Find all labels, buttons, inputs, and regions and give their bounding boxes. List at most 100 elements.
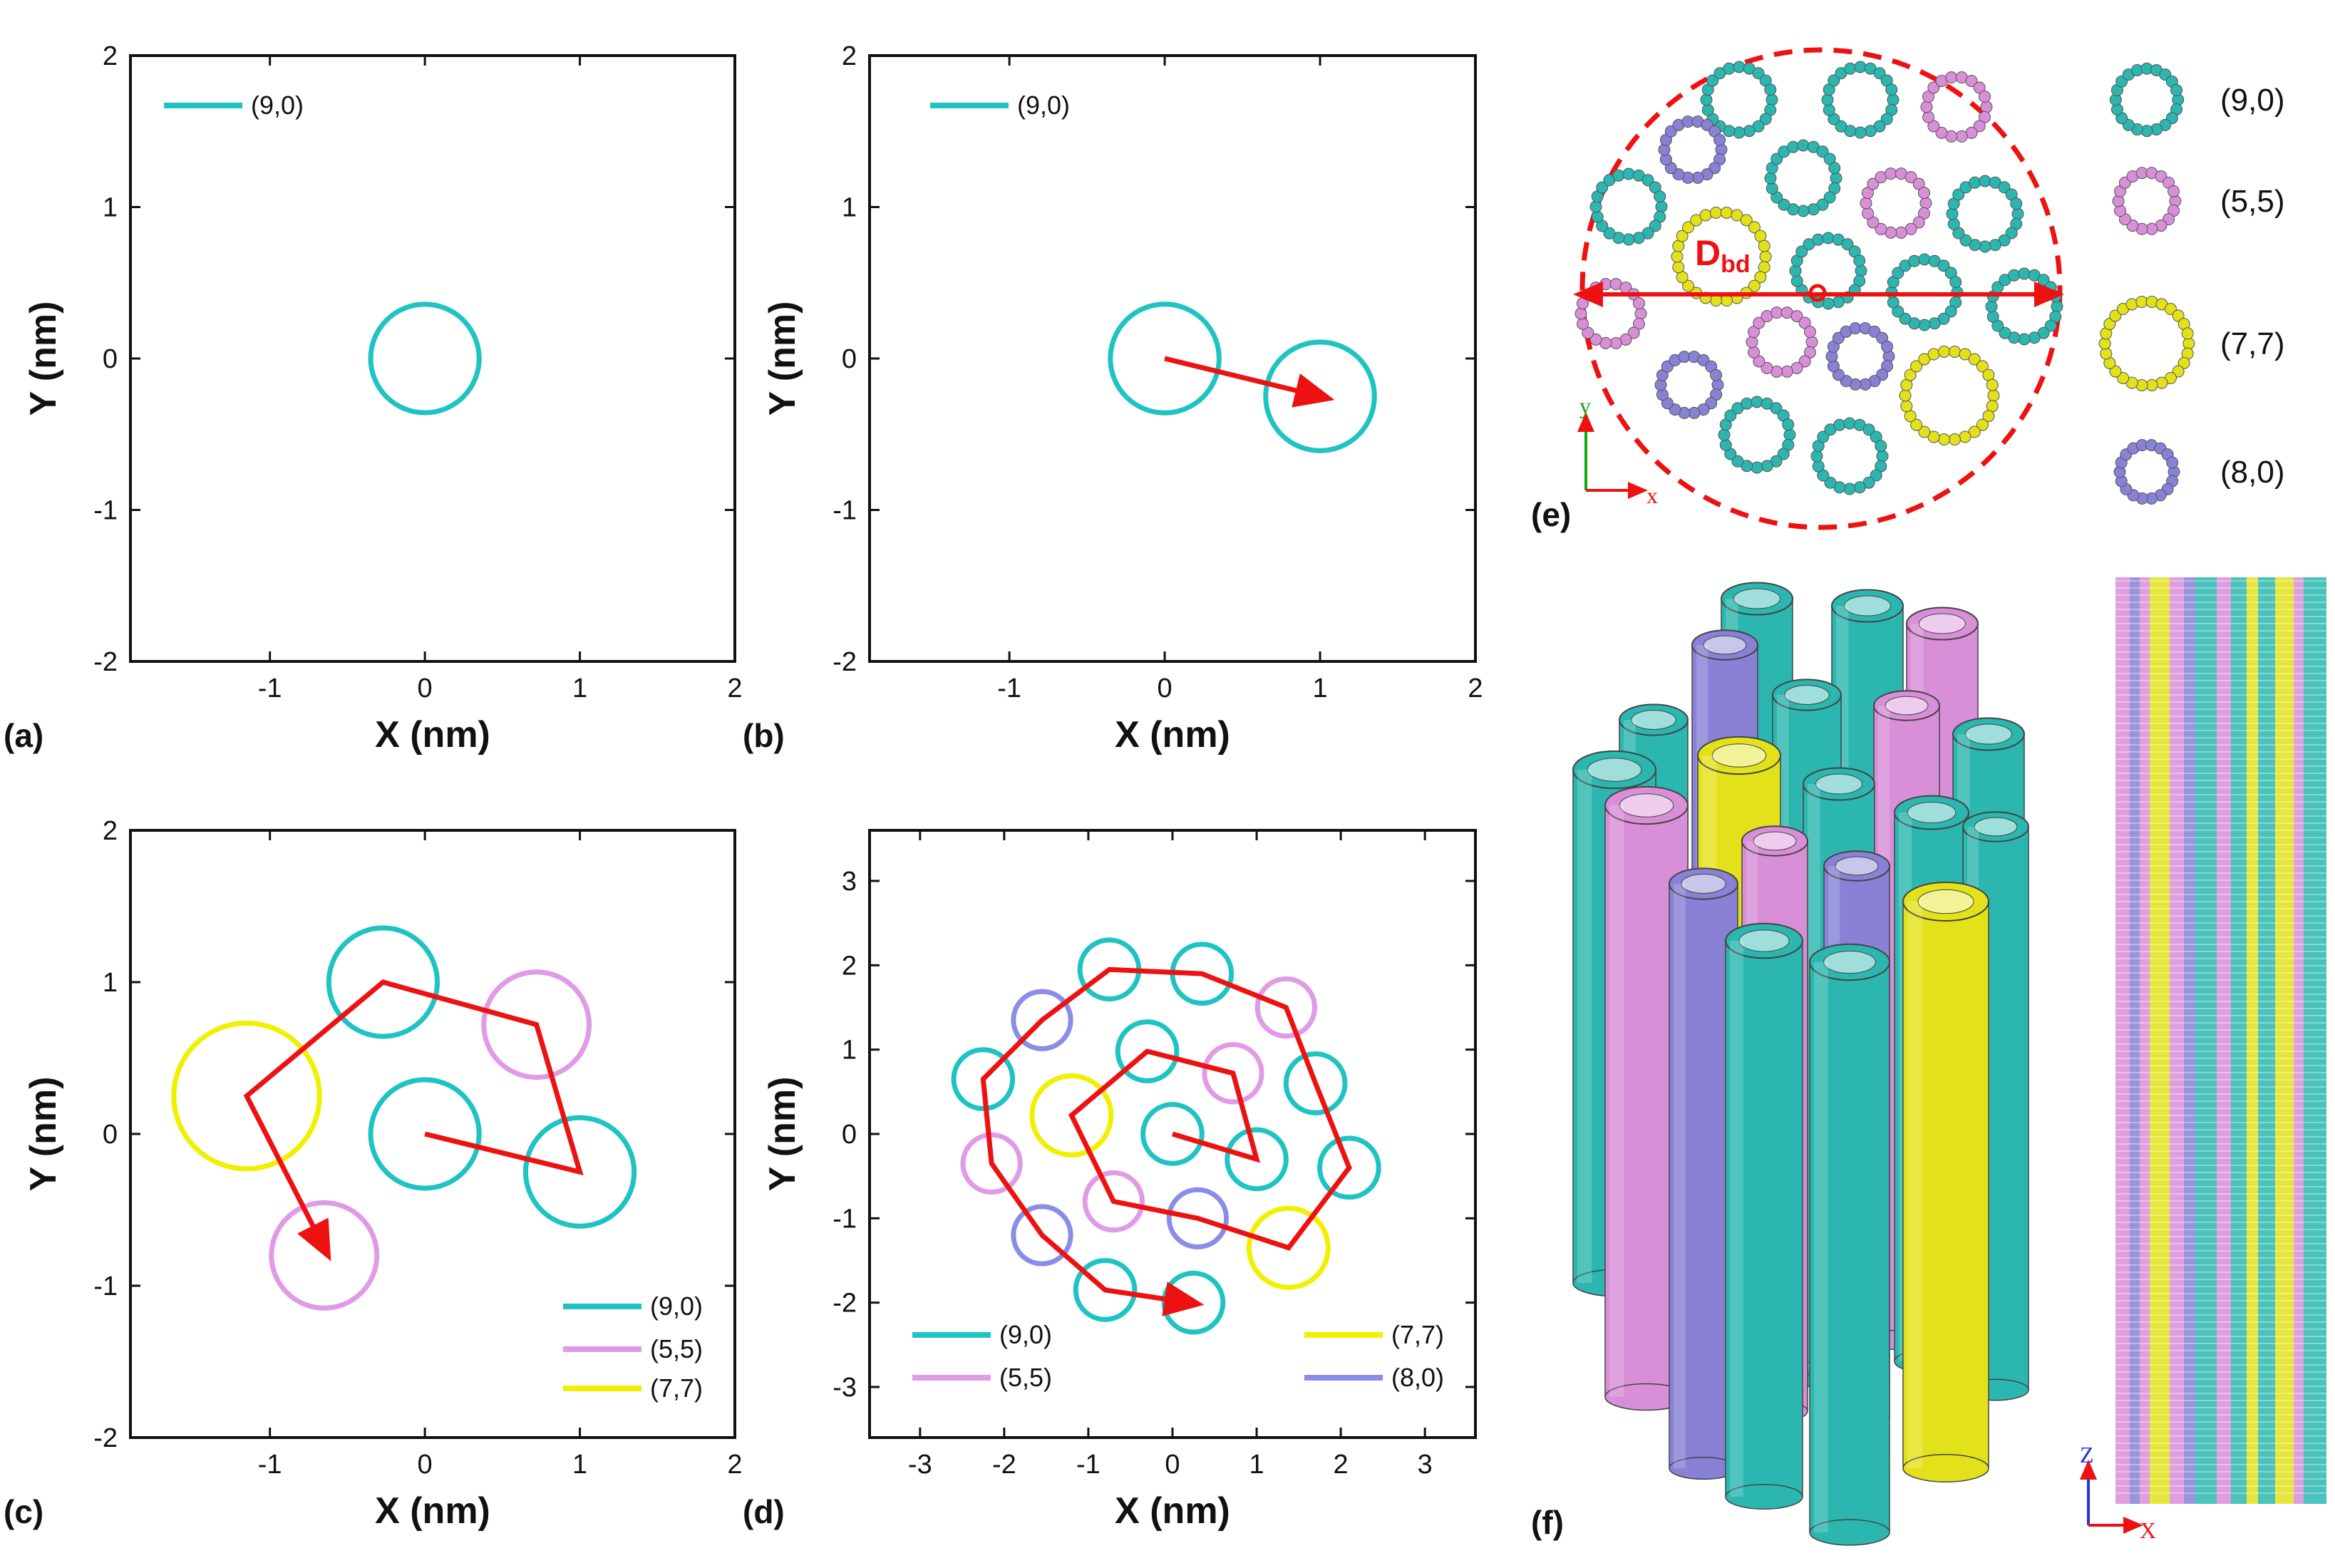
- atom: [2177, 356, 2190, 369]
- cd0-x-axis-label: X (nm): [375, 714, 490, 755]
- cd2-x-axis-label: X (nm): [375, 1490, 490, 1532]
- cd2-legend-label: (5,5): [650, 1334, 703, 1363]
- e-tube-ring: [1985, 267, 2063, 346]
- atom: [1589, 200, 1602, 213]
- atom: [2109, 309, 2122, 322]
- cd3-tube-circle: [1011, 1204, 1073, 1267]
- atom: [1797, 205, 1810, 217]
- cd3-tube-circle: [960, 1132, 1023, 1195]
- atom: [1634, 307, 1647, 320]
- atom: [1843, 417, 1856, 430]
- cd3-x-axis-label: X (nm): [1115, 1490, 1230, 1532]
- atom: [1959, 234, 1972, 247]
- panel-e-cross-section: Dbd y x (e) (9,0) (5,5) (7,7) (8,0): [1531, 47, 2284, 533]
- atom: [1927, 430, 1940, 443]
- atom: [1761, 361, 1773, 374]
- atom: [1862, 187, 1875, 200]
- cd3-tube-circle: [1011, 989, 1073, 1051]
- atom: [1867, 216, 1880, 229]
- f-tube: [1902, 882, 1989, 1482]
- atom: [1589, 333, 1602, 346]
- atom: [1805, 336, 1818, 349]
- cd2-y-tick-label: -1: [93, 1272, 118, 1301]
- f-tube-highlight: [1730, 941, 1743, 1497]
- atom: [1959, 430, 1971, 443]
- f-tube-opening: [1907, 801, 1957, 824]
- atom: [1912, 177, 1925, 190]
- panel-f-bundle-3d: Z X (f): [1531, 577, 2326, 1546]
- f-tube-opening: [1974, 817, 2018, 837]
- cd2-tube-circle: [269, 1200, 380, 1311]
- atom: [1782, 418, 1795, 431]
- atom: [1873, 67, 1886, 80]
- atom: [1591, 210, 1604, 223]
- f-side-stripe: [2115, 577, 2130, 1504]
- f-tube-highlight: [1577, 770, 1592, 1283]
- atom: [1885, 167, 1897, 180]
- atom: [1948, 345, 1961, 358]
- e-tube-ring: [1654, 351, 1724, 419]
- cd1-panel-label: (b): [743, 717, 785, 754]
- atom: [1731, 209, 1743, 222]
- atom: [1910, 360, 1923, 373]
- cd3-y-tick-label: 3: [842, 867, 857, 897]
- f-tube-opening: [1965, 723, 2012, 745]
- atom: [1764, 172, 1777, 185]
- atom: [1655, 200, 1668, 213]
- f-side-stripe: [2195, 577, 2217, 1504]
- atom: [2005, 227, 2018, 239]
- atom: [1908, 254, 1921, 267]
- atom: [1822, 297, 1835, 310]
- atom: [1917, 207, 1930, 220]
- atom: [1867, 177, 1880, 190]
- e-legend-label: (7,7): [2220, 326, 2284, 361]
- atom: [1853, 254, 1866, 267]
- atom: [1577, 317, 1589, 330]
- atom: [2135, 296, 2148, 309]
- cd2-tube-circle: [368, 1077, 482, 1191]
- atom: [1828, 74, 1840, 87]
- cd2-path-arrow: [243, 979, 584, 1262]
- cd1-y-axis-label: Y (nm): [762, 301, 803, 416]
- cd3-tube-circle: [1254, 976, 1318, 1039]
- atom: [1948, 433, 1961, 446]
- atom: [1748, 326, 1761, 339]
- atom: [1812, 233, 1825, 246]
- atom: [1955, 130, 1968, 143]
- cd0-plot-frame: [129, 54, 736, 663]
- atom: [2181, 327, 2194, 340]
- cd3-legend-label: (5,5): [999, 1363, 1052, 1392]
- atom: [1875, 440, 1887, 453]
- cd1-tube-circle: [1263, 339, 1377, 453]
- cd0-y-axis-label: Y (nm): [23, 301, 64, 416]
- cd0-panel-label: (a): [4, 717, 43, 754]
- atom: [1828, 162, 1841, 175]
- atom: [1603, 227, 1616, 239]
- atom: [1904, 368, 1917, 381]
- cd2-x-tick-label: 0: [418, 1450, 433, 1480]
- cd3-tube-circle: [1283, 1051, 1348, 1115]
- atom: [1841, 238, 1854, 251]
- atom: [1766, 93, 1778, 106]
- cd0-x-tick-label: 0: [418, 674, 433, 703]
- atom: [1862, 207, 1875, 220]
- atom: [1864, 125, 1877, 138]
- atom: [2164, 303, 2177, 316]
- atom: [1969, 176, 1981, 189]
- atom: [1632, 297, 1645, 310]
- f-tube-opening: [1919, 613, 1966, 634]
- f-axis-z-label: Z: [2080, 1442, 2094, 1468]
- cd1-x-tick-label: -1: [997, 674, 1021, 703]
- atom: [2044, 319, 2057, 332]
- f-tube-bottom: [1809, 1519, 1890, 1546]
- atom: [2018, 333, 2031, 346]
- atom: [1753, 355, 1766, 368]
- panel-f-label: (f): [1531, 1504, 1564, 1541]
- atom: [1927, 81, 1940, 94]
- f-tube-body: [1809, 961, 1890, 1533]
- bundle-side-view: [2115, 577, 2326, 1504]
- atom: [1622, 167, 1635, 180]
- cd2-x-tick-label: 1: [572, 1450, 587, 1480]
- atom: [1918, 353, 1931, 366]
